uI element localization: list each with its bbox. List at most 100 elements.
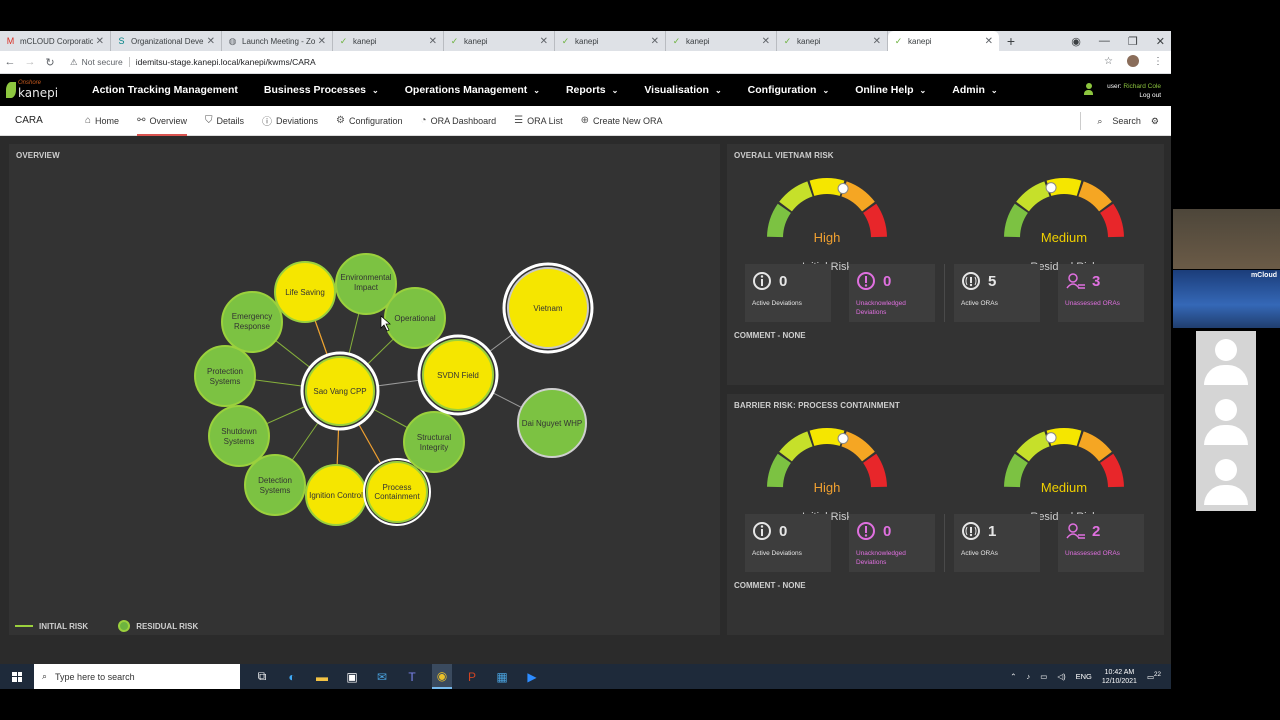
minimize-icon[interactable]: —: [1098, 35, 1110, 47]
node-emergency-response[interactable]: Emergency Response: [221, 291, 283, 353]
subnav-item-ora-dashboard[interactable]: ◔ ORA Dashboard: [421, 106, 497, 136]
start-button[interactable]: [0, 664, 34, 689]
volume-icon[interactable]: ◁): [1057, 672, 1066, 681]
chrome-icon[interactable]: ◉: [432, 664, 452, 689]
edge-icon[interactable]: ◐: [288, 669, 296, 684]
language-indicator[interactable]: ENG: [1075, 672, 1092, 681]
metric-card[interactable]: 0 Unacknowledged Deviations: [849, 514, 935, 572]
participant-avatar-2[interactable]: [1196, 391, 1256, 451]
logout-link[interactable]: Log out: [1139, 92, 1161, 99]
metric-label: Active Deviations: [752, 550, 802, 557]
node-process-containment[interactable]: Process Containment: [363, 458, 431, 526]
metric-card[interactable]: 3 Unassessed ORAs: [1058, 264, 1144, 322]
node-sao-vang-cpp[interactable]: Sao Vang CPP: [300, 351, 380, 431]
search-icon[interactable]: ⌕: [1097, 115, 1103, 126]
node-operational[interactable]: Operational: [384, 287, 446, 349]
microphone-icon[interactable]: ♪: [1026, 672, 1031, 681]
nav-item-business-processes[interactable]: Business Processes ⌄: [264, 84, 379, 96]
subnav-item-ora-list[interactable]: ☰ ORA List: [514, 106, 562, 136]
security-indicator[interactable]: ⚠ Not secure: [70, 57, 123, 68]
subnav-item-details[interactable]: ⛉ Details: [205, 106, 244, 136]
close-tab-icon[interactable]: ✕: [761, 35, 770, 47]
close-tab-icon[interactable]: ✕: [206, 35, 215, 47]
notifications-icon[interactable]: ▭22: [1146, 671, 1161, 682]
node-vietnam[interactable]: Vietnam: [502, 262, 594, 354]
close-icon[interactable]: ✕: [1155, 35, 1165, 48]
users-icon: [1066, 272, 1085, 290]
new-tab-button[interactable]: +: [1006, 33, 1016, 49]
metric-card[interactable]: 2 Unassessed ORAs: [1058, 514, 1144, 572]
browser-tab[interactable]: ✓ kanepi ✕: [333, 31, 444, 51]
close-tab-icon[interactable]: ✕: [539, 35, 548, 47]
metric-card[interactable]: 0 Active Deviations: [745, 514, 831, 572]
taskbar-search-input[interactable]: ⌕ Type here to search: [34, 664, 240, 689]
url-input[interactable]: idemitsu-stage.kanepi.local/kanepi/kwms/…: [135, 57, 316, 67]
clock[interactable]: 10:42 AM 12/10/2021: [1102, 668, 1137, 686]
node-shutdown-systems[interactable]: Shutdown Systems: [208, 405, 270, 467]
node-protection-systems[interactable]: Protection Systems: [194, 345, 256, 407]
search-button[interactable]: Search: [1112, 116, 1141, 126]
participant-avatar-3[interactable]: [1196, 451, 1256, 511]
nav-item-admin[interactable]: Admin ⌄: [952, 84, 997, 96]
node-ignition-control[interactable]: Ignition Control: [305, 464, 367, 526]
file-explorer-icon[interactable]: ▬: [316, 669, 328, 684]
close-tab-icon[interactable]: ✕: [428, 35, 437, 47]
forward-icon[interactable]: →: [24, 56, 36, 68]
user-settings-icon[interactable]: ⚙: [1150, 115, 1159, 126]
subnav-item-configuration[interactable]: ⚙ Configuration: [336, 106, 403, 136]
browser-tab[interactable]: ✓ kanepi ✕: [777, 31, 888, 51]
close-tab-icon[interactable]: ✕: [95, 35, 104, 47]
kanepi-logo[interactable]: Onshore kanepi: [0, 74, 70, 106]
record-icon[interactable]: ◉: [1071, 35, 1081, 48]
browser-tab[interactable]: ✓ kanepi ✕: [888, 31, 999, 51]
node-environmental-impact[interactable]: Environmental Impact: [335, 253, 397, 315]
node-svdn-field[interactable]: SVDN Field: [417, 334, 499, 416]
browser-menu-icon[interactable]: ⋮: [1153, 55, 1163, 67]
node-life-saving[interactable]: Life Saving: [274, 261, 336, 323]
subnav-item-deviations[interactable]: ⓘ Deviations: [262, 106, 318, 136]
node-detection-systems[interactable]: Detection Systems: [244, 454, 306, 516]
subnav-item-home[interactable]: ⌂ Home: [85, 106, 119, 136]
metric-card[interactable]: 0 Active Deviations: [745, 264, 831, 322]
participant-video-1[interactable]: [1173, 209, 1280, 269]
teams-icon[interactable]: T: [408, 669, 416, 684]
participant-avatar-1[interactable]: [1196, 331, 1256, 391]
reload-icon[interactable]: ↻: [45, 56, 55, 69]
close-tab-icon[interactable]: ✕: [317, 35, 326, 47]
close-tab-icon[interactable]: ✕: [650, 35, 659, 47]
back-icon[interactable]: ←: [4, 56, 16, 68]
metric-card[interactable]: 0 Unacknowledged Deviations: [849, 264, 935, 322]
nav-item-reports[interactable]: Reports ⌄: [566, 84, 618, 96]
network-icon[interactable]: ▭: [1040, 672, 1048, 681]
restore-icon[interactable]: ❐: [1127, 35, 1138, 48]
profile-avatar[interactable]: [1127, 55, 1139, 67]
browser-tab[interactable]: ✓ kanepi ✕: [666, 31, 777, 51]
browser-tab[interactable]: S Organizational Devel ✕: [111, 31, 222, 51]
nav-item-online-help[interactable]: Online Help ⌄: [855, 84, 926, 96]
close-tab-icon[interactable]: ✕: [872, 35, 881, 47]
store-icon[interactable]: ▣: [346, 669, 358, 684]
calendar-icon[interactable]: ▦: [496, 669, 508, 684]
metric-card[interactable]: 5 Active ORAs: [954, 264, 1040, 322]
nav-item-operations-management[interactable]: Operations Management ⌄: [405, 84, 540, 96]
node-structural-integrity[interactable]: Structural Integrity: [403, 411, 465, 473]
participant-video-2[interactable]: mCloud: [1173, 270, 1280, 328]
chevron-up-icon[interactable]: ⌃: [1010, 672, 1017, 681]
browser-tab[interactable]: ◍ Launch Meeting - Zoo ✕: [222, 31, 333, 51]
powerpoint-icon[interactable]: P: [467, 669, 476, 684]
browser-tab[interactable]: ✓ kanepi ✕: [555, 31, 666, 51]
zoom-icon[interactable]: ▶: [527, 669, 537, 684]
subnav-item-create-new-ora[interactable]: ⊕ Create New ORA: [581, 106, 663, 136]
nav-item-visualisation[interactable]: Visualisation ⌄: [644, 84, 721, 96]
node-dai-nguyet-whp[interactable]: Dai Nguyet WHP: [517, 388, 587, 458]
browser-tab[interactable]: ✓ kanepi ✕: [444, 31, 555, 51]
nav-item-action-tracking-management[interactable]: Action Tracking Management: [92, 84, 238, 96]
metric-card[interactable]: 1 Active ORAs: [954, 514, 1040, 572]
bookmark-star-icon[interactable]: ☆: [1104, 55, 1113, 67]
subnav-item-overview[interactable]: ⚯ Overview: [137, 106, 187, 136]
close-tab-icon[interactable]: ✕: [984, 35, 993, 47]
nav-item-configuration[interactable]: Configuration ⌄: [748, 84, 830, 96]
mail-icon[interactable]: ✉: [376, 669, 388, 684]
task-view-icon[interactable]: ⧉: [257, 669, 267, 683]
